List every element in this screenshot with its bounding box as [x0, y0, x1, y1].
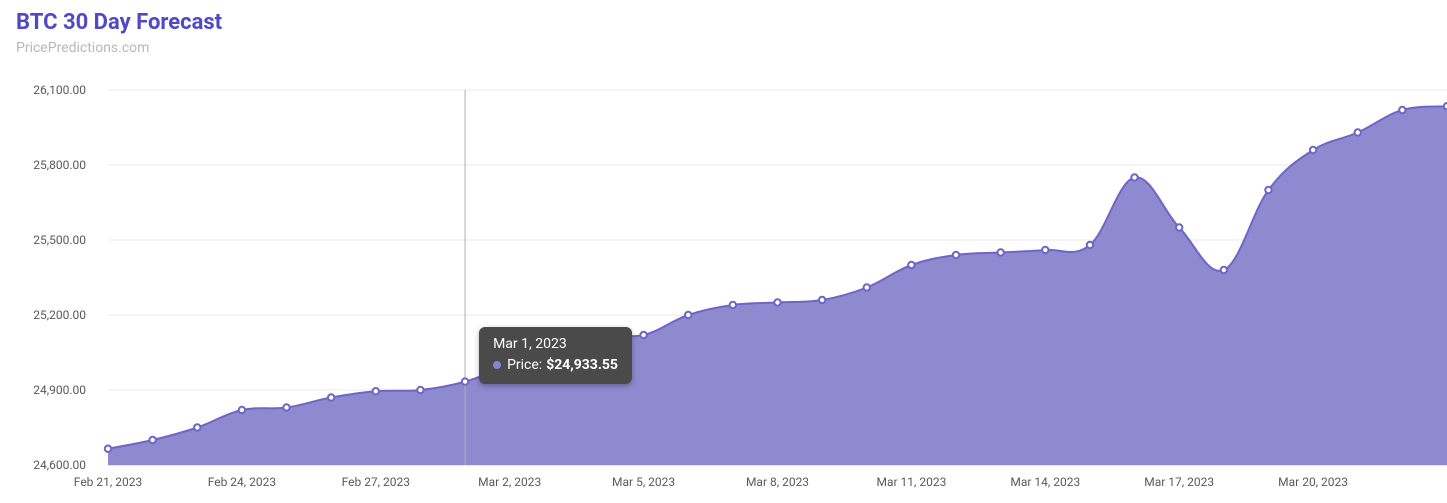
data-marker[interactable]	[462, 378, 468, 384]
data-marker[interactable]	[774, 299, 780, 305]
y-axis-label: 26,100.00	[16, 83, 86, 97]
area-fill	[108, 106, 1447, 465]
data-marker[interactable]	[283, 404, 289, 410]
data-marker[interactable]	[1265, 187, 1271, 193]
y-axis-label: 25,200.00	[16, 308, 86, 322]
data-marker[interactable]	[640, 332, 646, 338]
data-marker[interactable]	[1087, 242, 1093, 248]
data-marker[interactable]	[1131, 174, 1137, 180]
data-marker[interactable]	[1176, 224, 1182, 230]
y-axis-label: 24,600.00	[16, 458, 86, 472]
x-axis-label: Mar 11, 2023	[876, 475, 946, 489]
x-axis-label: Mar 17, 2023	[1144, 475, 1214, 489]
data-marker[interactable]	[417, 387, 423, 393]
y-axis-label: 24,900.00	[16, 383, 86, 397]
y-axis-label: 25,800.00	[16, 158, 86, 172]
data-marker[interactable]	[1355, 129, 1361, 135]
data-marker[interactable]	[1221, 267, 1227, 273]
x-axis-label: Feb 21, 2023	[74, 475, 142, 489]
data-marker[interactable]	[194, 424, 200, 430]
data-marker[interactable]	[1310, 147, 1316, 153]
data-marker[interactable]	[551, 347, 557, 353]
data-marker[interactable]	[373, 388, 379, 394]
data-marker[interactable]	[864, 284, 870, 290]
x-axis-label: Mar 14, 2023	[1010, 475, 1080, 489]
x-axis-label: Feb 27, 2023	[342, 475, 410, 489]
x-axis-label: Mar 20, 2023	[1278, 475, 1348, 489]
data-marker[interactable]	[908, 262, 914, 268]
x-axis-label: Mar 5, 2023	[612, 475, 675, 489]
data-marker[interactable]	[730, 302, 736, 308]
y-axis-label: 25,500.00	[16, 233, 86, 247]
data-marker[interactable]	[819, 297, 825, 303]
data-marker[interactable]	[596, 332, 602, 338]
data-marker[interactable]	[328, 394, 334, 400]
data-marker[interactable]	[239, 407, 245, 413]
data-marker[interactable]	[1399, 107, 1405, 113]
data-marker[interactable]	[105, 446, 111, 452]
data-marker[interactable]	[149, 437, 155, 443]
forecast-chart-container: BTC 30 Day Forecast PricePredictions.com…	[0, 0, 1447, 503]
data-marker[interactable]	[507, 362, 513, 368]
x-axis-label: Feb 24, 2023	[208, 475, 276, 489]
x-axis-label: Mar 8, 2023	[746, 475, 809, 489]
x-axis-label: Mar 2, 2023	[478, 475, 541, 489]
chart-svg[interactable]	[0, 0, 1447, 503]
data-marker[interactable]	[1042, 247, 1048, 253]
data-marker[interactable]	[685, 312, 691, 318]
data-marker[interactable]	[997, 249, 1003, 255]
data-marker[interactable]	[953, 252, 959, 258]
